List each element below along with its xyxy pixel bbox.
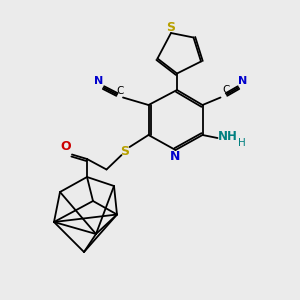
Text: S: S [120,145,129,158]
Text: C: C [223,85,230,95]
Text: NH: NH [218,130,238,143]
Text: N: N [170,150,180,163]
Text: H: H [238,138,245,148]
Text: O: O [61,140,71,153]
Text: S: S [166,21,175,34]
Text: N: N [94,76,103,86]
Text: N: N [238,76,247,86]
Text: C: C [116,86,124,97]
